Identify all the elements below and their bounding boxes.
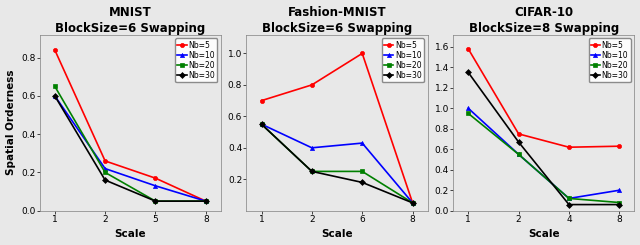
Line: Nb=5: Nb=5	[466, 47, 621, 149]
Nb=5	[152, 177, 159, 180]
Nb=10	[409, 201, 417, 204]
Nb=5	[51, 49, 59, 51]
Nb=30	[409, 201, 417, 204]
Nb=5	[101, 159, 109, 162]
Nb=5	[515, 133, 522, 135]
Line: Nb=20: Nb=20	[52, 84, 208, 203]
Legend: Nb=5, Nb=10, Nb=20, Nb=30: Nb=5, Nb=10, Nb=20, Nb=30	[175, 38, 217, 82]
Nb=30	[465, 71, 472, 74]
Nb=20	[616, 201, 623, 204]
X-axis label: Scale: Scale	[321, 230, 353, 239]
Nb=10	[465, 107, 472, 110]
Nb=30	[51, 94, 59, 97]
Legend: Nb=5, Nb=10, Nb=20, Nb=30: Nb=5, Nb=10, Nb=20, Nb=30	[589, 38, 630, 82]
Nb=20	[152, 200, 159, 203]
Nb=30	[515, 141, 522, 144]
Line: Nb=10: Nb=10	[259, 122, 415, 205]
X-axis label: Scale: Scale	[528, 230, 559, 239]
Line: Nb=10: Nb=10	[52, 94, 208, 203]
Nb=5	[202, 200, 210, 203]
Line: Nb=5: Nb=5	[52, 48, 208, 203]
Nb=20	[565, 197, 573, 200]
Nb=30	[358, 181, 366, 184]
Nb=10	[258, 123, 266, 126]
Nb=30	[152, 200, 159, 203]
Nb=30	[101, 179, 109, 182]
Nb=10	[616, 189, 623, 192]
Nb=20	[515, 153, 522, 156]
Nb=10	[101, 167, 109, 170]
Nb=10	[358, 142, 366, 145]
Nb=5	[465, 48, 472, 50]
Nb=30	[202, 200, 210, 203]
Nb=5	[358, 52, 366, 55]
Nb=20	[308, 170, 316, 173]
Title: Fashion-MNIST
BlockSize=6 Swapping: Fashion-MNIST BlockSize=6 Swapping	[262, 6, 412, 35]
Nb=20	[51, 85, 59, 88]
Nb=20	[101, 171, 109, 174]
Title: MNIST
BlockSize=6 Swapping: MNIST BlockSize=6 Swapping	[55, 6, 205, 35]
Nb=10	[308, 146, 316, 149]
Nb=20	[202, 200, 210, 203]
Nb=20	[409, 201, 417, 204]
Nb=5	[308, 83, 316, 86]
Nb=10	[51, 94, 59, 97]
Y-axis label: Spatial Orderness: Spatial Orderness	[6, 70, 15, 175]
Line: Nb=5: Nb=5	[259, 51, 415, 205]
Nb=10	[152, 184, 159, 187]
Nb=30	[616, 203, 623, 206]
X-axis label: Scale: Scale	[115, 230, 146, 239]
Nb=5	[409, 201, 417, 204]
Nb=10	[515, 153, 522, 156]
Line: Nb=30: Nb=30	[466, 70, 621, 207]
Legend: Nb=5, Nb=10, Nb=20, Nb=30: Nb=5, Nb=10, Nb=20, Nb=30	[382, 38, 424, 82]
Nb=5	[616, 145, 623, 148]
Nb=10	[202, 200, 210, 203]
Title: CIFAR-10
BlockSize=8 Swapping: CIFAR-10 BlockSize=8 Swapping	[468, 6, 619, 35]
Nb=5	[565, 146, 573, 149]
Nb=20	[358, 170, 366, 173]
Line: Nb=10: Nb=10	[466, 106, 621, 200]
Nb=30	[258, 123, 266, 126]
Line: Nb=20: Nb=20	[466, 111, 621, 205]
Nb=20	[465, 112, 472, 115]
Nb=10	[565, 197, 573, 200]
Nb=30	[308, 170, 316, 173]
Line: Nb=30: Nb=30	[52, 94, 208, 203]
Nb=20	[258, 123, 266, 126]
Line: Nb=20: Nb=20	[259, 122, 415, 205]
Nb=5	[258, 99, 266, 102]
Line: Nb=30: Nb=30	[259, 122, 415, 205]
Nb=30	[565, 203, 573, 206]
